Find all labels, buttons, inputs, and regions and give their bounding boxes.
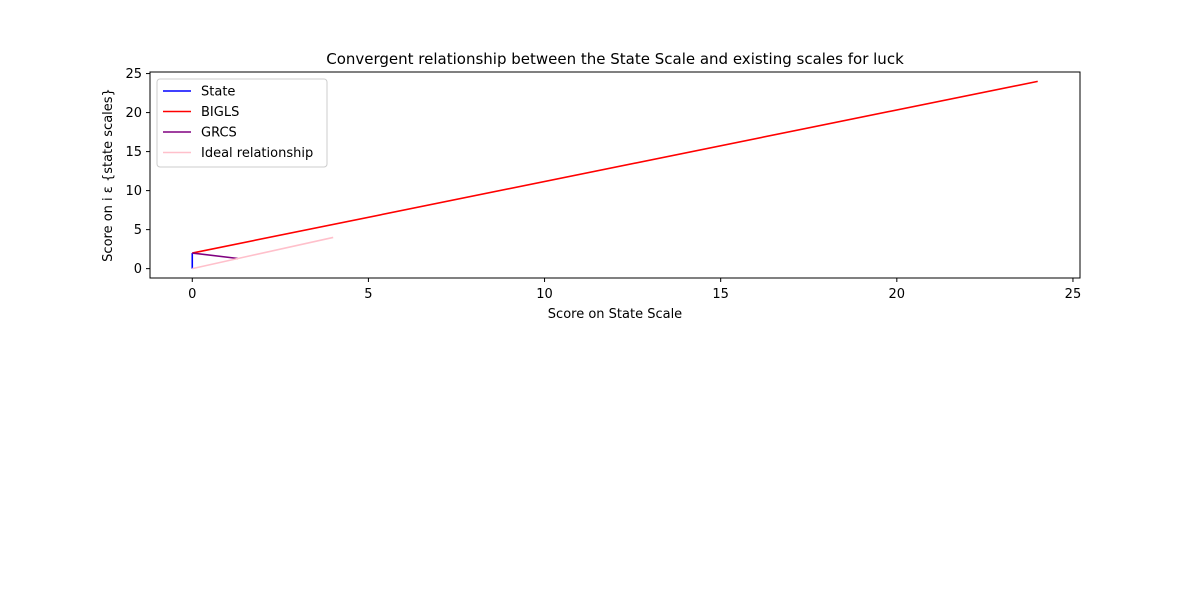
y-tick-label: 10 xyxy=(125,184,142,199)
x-tick-label: 0 xyxy=(188,287,196,302)
series-line-ideal-relationship xyxy=(192,236,334,270)
legend-box xyxy=(156,78,328,168)
y-axis-ticks: 0 5 10 15 20 25 xyxy=(125,67,150,277)
x-axis-label: Score on State Scale xyxy=(548,307,682,322)
series-line-grcs xyxy=(192,252,239,260)
y-tick-label: 25 xyxy=(125,67,142,82)
legend: State BIGLS GRCS Ideal relationship xyxy=(156,78,328,168)
legend-label: State xyxy=(201,85,235,100)
y-tick-label: 0 xyxy=(134,262,142,277)
x-tick-label: 20 xyxy=(889,287,906,302)
y-axis-label: Score on i ε {state scales} xyxy=(101,88,116,262)
y-tick-label: 15 xyxy=(125,145,142,160)
y-tick-label: 20 xyxy=(125,106,142,121)
x-tick-label: 25 xyxy=(1065,287,1082,302)
x-tick-label: 5 xyxy=(364,287,372,302)
chart-title: Convergent relationship between the Stat… xyxy=(326,50,904,68)
x-tick-label: 15 xyxy=(712,287,729,302)
legend-label: Ideal relationship xyxy=(201,146,313,161)
axes-frame xyxy=(149,71,1081,279)
y-tick-label: 5 xyxy=(134,223,142,238)
series-line-bigls xyxy=(192,80,1038,254)
plot-area xyxy=(191,80,1038,270)
legend-label: GRCS xyxy=(201,126,237,141)
x-axis-ticks: 0 5 10 15 20 25 xyxy=(188,278,1081,302)
legend-label: BIGLS xyxy=(201,105,239,120)
x-tick-label: 10 xyxy=(536,287,553,302)
